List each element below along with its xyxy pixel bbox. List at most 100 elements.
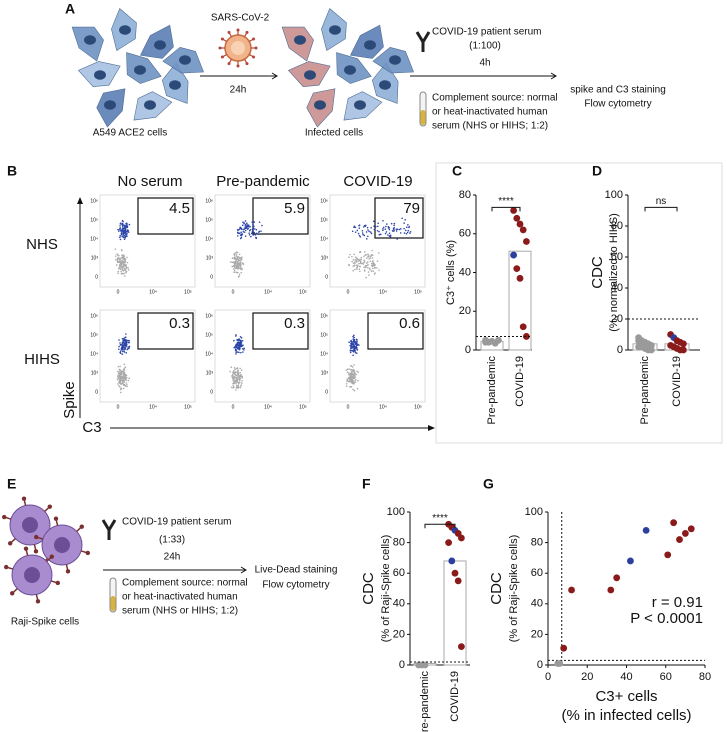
flow-x-tick: 10⁴: [379, 404, 387, 410]
event-dot: [370, 232, 373, 235]
arrow-head: [240, 566, 247, 574]
event-dot: [232, 387, 234, 389]
event-dot: [255, 228, 258, 231]
event-dot: [124, 341, 127, 343]
readout-text: Flow cytometry: [262, 580, 329, 591]
virus-spike: [228, 58, 233, 64]
panel-frame: [435, 162, 723, 444]
event-dot: [124, 257, 126, 260]
event-dot: [120, 346, 123, 349]
event-dot: [261, 224, 263, 227]
event-dot: [349, 344, 352, 347]
event-dot: [348, 341, 350, 344]
virus-spike-tip: [220, 55, 224, 59]
y-axis-label: C3⁺ cells (%): [445, 240, 457, 305]
event-dot: [244, 229, 247, 232]
event-dot: [124, 375, 127, 378]
event-dot: [357, 260, 360, 262]
event-dot: [244, 227, 247, 230]
data-point: [568, 586, 575, 594]
event-dot: [348, 372, 350, 375]
event-dot: [241, 375, 244, 378]
event-dot: [235, 367, 238, 370]
event-dot: [231, 373, 234, 376]
event-dot: [253, 225, 255, 228]
event-dot: [119, 264, 121, 266]
flow-x-tick: 0: [347, 289, 350, 295]
event-dot: [349, 386, 351, 388]
event-dot: [351, 369, 353, 371]
antibody-icon: [415, 31, 431, 52]
y-tick-label: 100: [525, 506, 543, 518]
nucleus: [354, 100, 366, 110]
event-dot: [352, 388, 354, 391]
event-dot: [235, 389, 237, 391]
event-dot: [237, 384, 239, 387]
event-dot: [232, 261, 234, 264]
flow-y-tick: 10⁵: [320, 332, 328, 338]
flow-x-tick: 0: [117, 404, 120, 410]
event-dot: [239, 226, 241, 229]
event-dot: [374, 272, 376, 274]
event-dot: [241, 224, 244, 227]
event-dot: [348, 374, 351, 376]
x-axis-label: C3+ cells: [595, 688, 657, 705]
readout-text: Flow cytometry: [584, 99, 651, 110]
flow-x-tick: 10⁵: [299, 404, 307, 410]
flow-plot-frame: [214, 309, 311, 403]
event-dot: [258, 233, 260, 236]
event-dot: [242, 351, 244, 353]
event-dot: [359, 236, 362, 238]
event-dot: [123, 379, 125, 382]
event-dot: [349, 375, 352, 377]
event-dot: [238, 273, 241, 276]
x-tick-label: 40: [620, 671, 632, 683]
event-dot: [351, 373, 354, 376]
event-dot: [241, 267, 243, 270]
y-tick-label: 60: [531, 567, 543, 579]
event-dot: [117, 254, 120, 257]
spike-tip: [21, 496, 27, 501]
event-dot: [354, 341, 356, 344]
event-dot: [404, 219, 407, 221]
data-point: [519, 323, 527, 331]
event-dot: [233, 367, 236, 369]
data-point: [642, 526, 650, 534]
event-dot: [122, 337, 125, 340]
event-dot: [238, 381, 241, 383]
event-dot: [363, 234, 366, 237]
event-dot: [352, 372, 354, 375]
event-dot: [353, 389, 356, 392]
row-title: HIHS: [24, 351, 60, 368]
flow-x-tick: 0: [117, 289, 120, 295]
event-dot: [125, 271, 127, 274]
flow-x-tick: 10⁴: [149, 404, 157, 410]
data-point: [627, 557, 634, 565]
nucleus: [54, 537, 70, 553]
event-dot: [118, 260, 120, 263]
event-dot: [351, 341, 353, 344]
event-dot: [229, 370, 231, 373]
event-dot: [119, 391, 122, 394]
event-dot: [377, 222, 379, 225]
y-tick-label: 20: [459, 305, 471, 317]
data-point: [523, 238, 530, 245]
event-dot: [122, 371, 125, 374]
x-tick-label: 20: [581, 671, 593, 683]
event-dot: [388, 235, 391, 237]
event-dot: [353, 264, 356, 267]
event-dot: [116, 261, 119, 264]
event-dot: [235, 345, 237, 348]
event-dot: [367, 271, 370, 273]
event-dot: [120, 233, 123, 236]
event-dot: [121, 235, 124, 238]
event-dot: [121, 261, 123, 263]
event-dot: [365, 262, 368, 264]
event-dot: [123, 234, 126, 237]
nucleus: [329, 25, 341, 35]
event-dot: [258, 231, 260, 233]
event-dot: [376, 229, 379, 232]
event-dot: [127, 379, 130, 382]
row-title: NHS: [26, 236, 58, 253]
event-dot: [406, 226, 408, 229]
